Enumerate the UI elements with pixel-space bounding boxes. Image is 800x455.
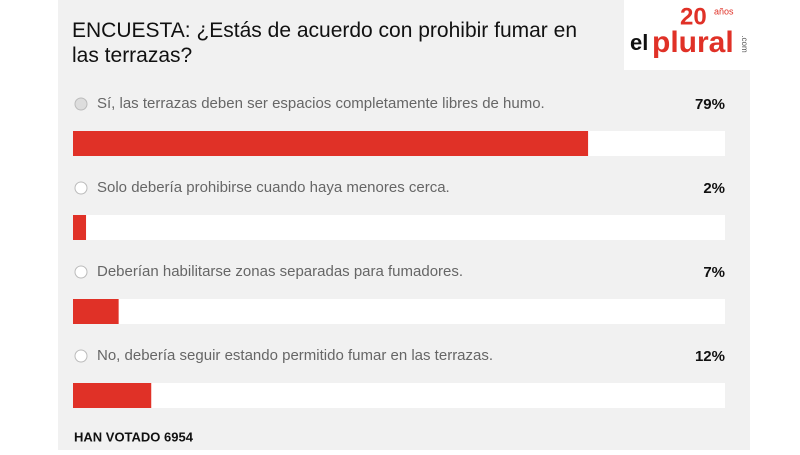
logo-box — [624, 0, 750, 70]
radio-button[interactable] — [74, 265, 88, 279]
logo-suffix: años — [714, 6, 734, 16]
logo-brand: plural — [652, 26, 734, 59]
percent-label: 2% — [703, 180, 725, 197]
result-bar — [73, 383, 152, 408]
option-label: No, debería seguir estando permitido fum… — [97, 347, 493, 364]
result-bar — [73, 215, 87, 240]
result-bar — [73, 131, 589, 156]
bar-track — [73, 299, 725, 324]
percent-label: 12% — [695, 348, 725, 365]
logo-number: 20 — [680, 3, 707, 30]
option-label: Deberían habilitarse zonas separadas par… — [97, 263, 463, 280]
radio-button[interactable] — [74, 181, 88, 195]
radio-button[interactable] — [74, 349, 88, 363]
poll-title: ENCUESTA: ¿Estás de acuerdo con prohibir… — [72, 19, 577, 67]
option-label: Sí, las terrazas deben ser espacios comp… — [97, 95, 545, 112]
radio-button[interactable] — [74, 97, 88, 111]
vote-count: HAN VOTADO 6954 — [74, 429, 194, 444]
logo-domain: .com — [740, 35, 749, 53]
result-bar — [73, 299, 119, 324]
percent-label: 79% — [695, 96, 725, 113]
option-label: Solo debería prohibirse cuando haya meno… — [97, 179, 450, 196]
bar-track — [73, 215, 725, 240]
percent-label: 7% — [703, 264, 725, 281]
logo-brand-prefix: el — [630, 30, 648, 55]
bar-track — [73, 383, 725, 408]
